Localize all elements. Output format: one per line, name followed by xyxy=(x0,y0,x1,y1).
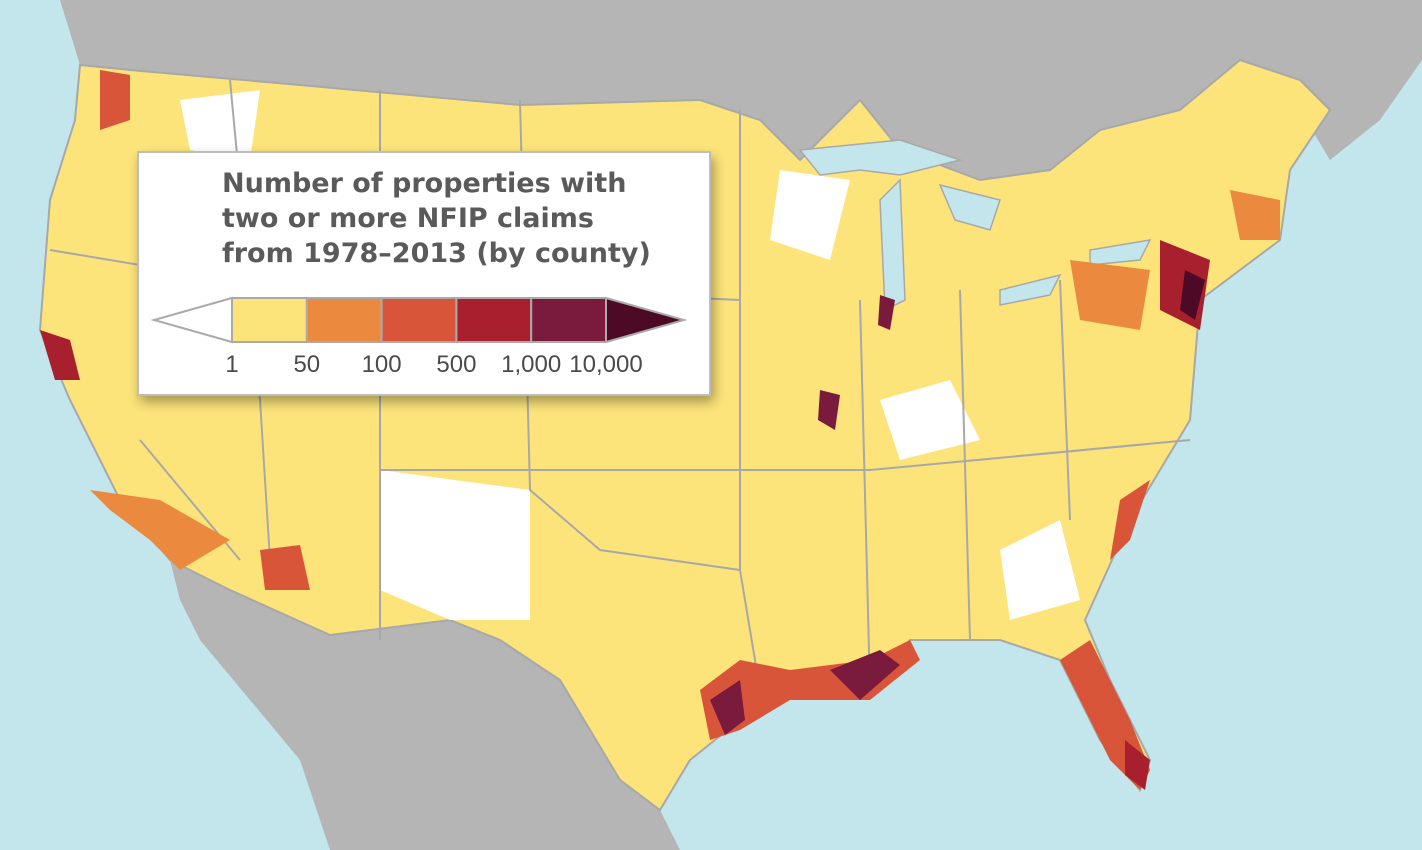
area xyxy=(880,380,980,460)
area xyxy=(1000,520,1080,620)
florida-keys xyxy=(1125,740,1150,790)
border xyxy=(859,299,871,691)
legend-title: two or more NFIP claims xyxy=(222,203,594,234)
carolina-coast xyxy=(1110,480,1150,560)
legend-label: 500 xyxy=(436,351,476,378)
area xyxy=(180,90,260,160)
legend-arrow-high xyxy=(605,296,688,344)
border xyxy=(739,110,761,691)
phoenix xyxy=(260,545,310,590)
puget-sound xyxy=(100,70,130,130)
new-england xyxy=(1230,190,1280,240)
legend-swatch xyxy=(455,297,533,343)
border xyxy=(959,289,971,641)
new-jersey xyxy=(1180,270,1205,320)
legend-swatch xyxy=(305,297,383,343)
gulf-severe xyxy=(710,650,900,735)
pennsylvania xyxy=(1070,260,1150,330)
high-claim-areas xyxy=(40,70,1280,790)
legend-label: 50 xyxy=(293,351,320,378)
legend-title: Number of properties with xyxy=(222,168,626,199)
great-lakes xyxy=(798,139,1152,312)
legend-label: 10,000 xyxy=(569,351,642,378)
legend-box xyxy=(137,151,711,396)
mexico xyxy=(170,560,680,850)
socal xyxy=(90,490,230,570)
legend-swatch xyxy=(380,297,458,343)
legend: Number of properties with two or more NF… xyxy=(137,151,711,396)
area xyxy=(770,170,850,260)
legend-title: from 1978–2013 (by county) xyxy=(222,238,651,269)
area xyxy=(380,470,530,620)
legend-label: 100 xyxy=(362,351,402,378)
legend-label: 1 xyxy=(225,351,238,378)
border xyxy=(380,439,1191,471)
legend-swatch xyxy=(530,297,608,343)
border xyxy=(1059,279,1071,521)
canada xyxy=(0,0,1422,180)
midwest-river xyxy=(818,295,895,430)
legend-label: 1,000 xyxy=(501,351,561,378)
bay-area xyxy=(40,330,80,380)
legend-swatch xyxy=(231,297,308,343)
low-areas xyxy=(180,90,1080,620)
